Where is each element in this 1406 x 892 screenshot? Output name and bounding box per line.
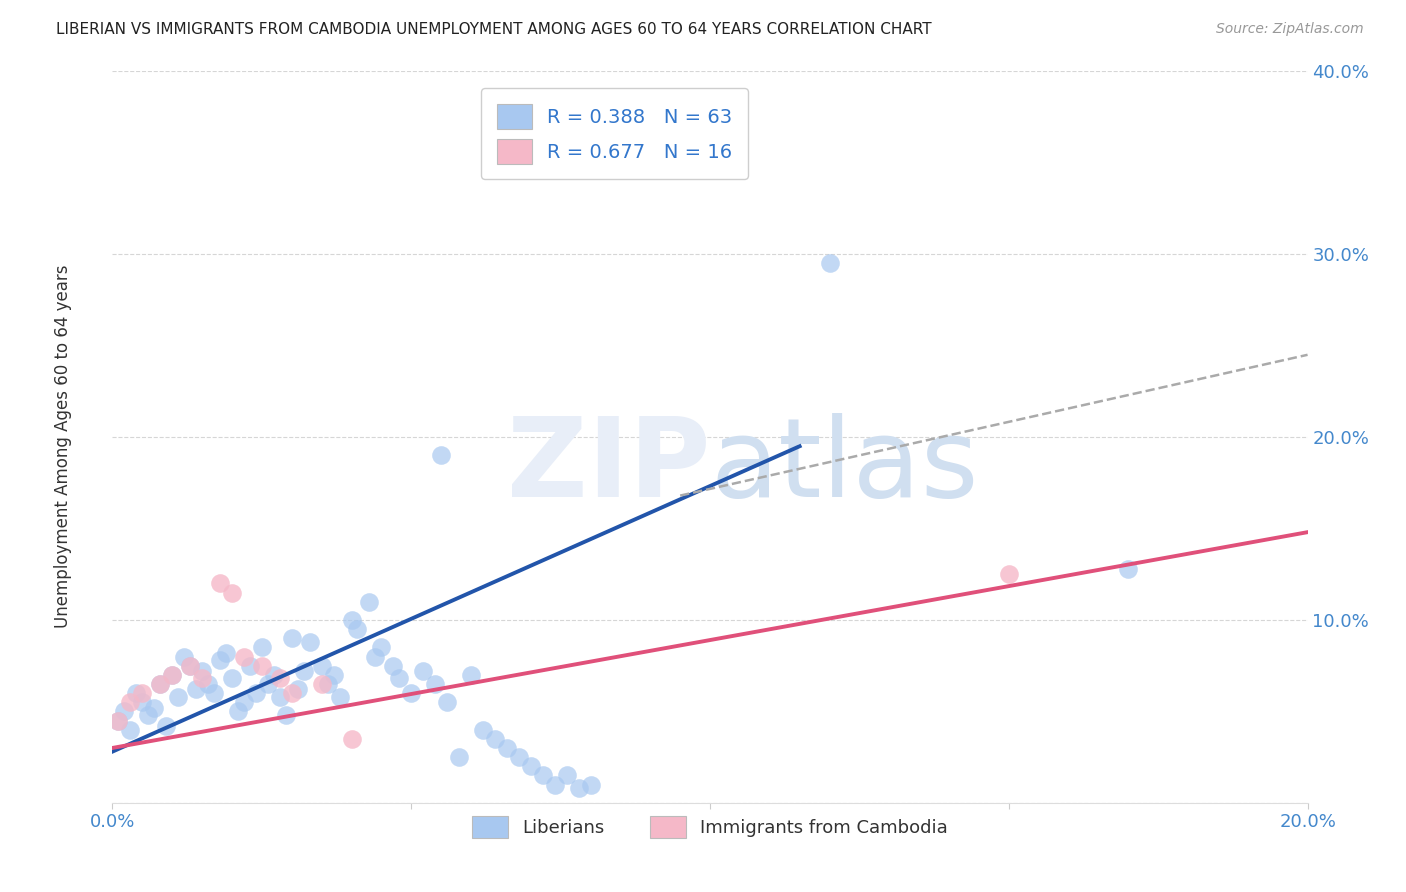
Point [329,690,352,704]
Point [250,658,273,673]
Point [202,686,225,700]
Point [346,622,368,636]
Point [998,567,1021,582]
Point [226,705,249,719]
Point [149,677,172,691]
Point [131,695,153,709]
Point [138,708,160,723]
Point [120,723,142,737]
Point [107,714,129,728]
Point [233,695,256,709]
Point [125,686,148,700]
Point [191,672,214,686]
Point [388,672,411,686]
Point [209,653,232,667]
Point [269,690,291,704]
Point [1118,562,1140,576]
Point [107,714,129,728]
Point [496,740,519,755]
Point [568,781,591,796]
Point [131,686,153,700]
Point [401,686,423,700]
Point [298,635,321,649]
Point [340,731,363,746]
Point [245,686,267,700]
Text: ZIP: ZIP [506,413,710,520]
Point [162,667,183,681]
Point [155,719,177,733]
Point [209,576,232,591]
Point [179,658,201,673]
Text: Unemployment Among Ages 60 to 64 years: Unemployment Among Ages 60 to 64 years [55,264,72,628]
Point [430,448,453,462]
Point [221,585,243,599]
Point [257,677,280,691]
Point [311,658,333,673]
Point [114,705,135,719]
Point [269,672,291,686]
Point [149,677,172,691]
Point [186,682,208,697]
Point [340,613,363,627]
Point [543,778,565,792]
Text: LIBERIAN VS IMMIGRANTS FROM CAMBODIA UNEMPLOYMENT AMONG AGES 60 TO 64 YEARS CORR: LIBERIAN VS IMMIGRANTS FROM CAMBODIA UNE… [56,22,932,37]
Point [287,682,309,697]
Point [460,667,482,681]
Point [179,658,201,673]
Point [167,690,190,704]
Point [162,667,183,681]
Point [322,667,344,681]
Point [120,695,142,709]
Point [274,708,297,723]
Point [472,723,495,737]
Text: atlas: atlas [710,413,979,520]
Point [818,256,841,270]
Point [316,677,339,691]
Point [173,649,195,664]
Point [436,695,458,709]
Point [143,700,166,714]
Point [281,686,304,700]
Point [364,649,387,664]
Point [263,667,285,681]
Point [484,731,506,746]
Point [250,640,273,655]
Point [370,640,392,655]
Point [215,646,238,660]
Point [531,768,554,782]
Point [508,750,530,764]
Point [382,658,405,673]
Point [311,677,333,691]
Point [191,664,214,678]
Point [555,768,578,782]
Point [281,632,304,646]
Legend: Liberians, Immigrants from Cambodia: Liberians, Immigrants from Cambodia [464,808,956,845]
Point [449,750,471,764]
Text: Source: ZipAtlas.com: Source: ZipAtlas.com [1216,22,1364,37]
Point [197,677,219,691]
Point [425,677,447,691]
Point [579,778,602,792]
Point [239,658,262,673]
Point [221,672,243,686]
Point [359,594,381,608]
Point [233,649,256,664]
Point [412,664,434,678]
Point [520,759,543,773]
Point [292,664,315,678]
